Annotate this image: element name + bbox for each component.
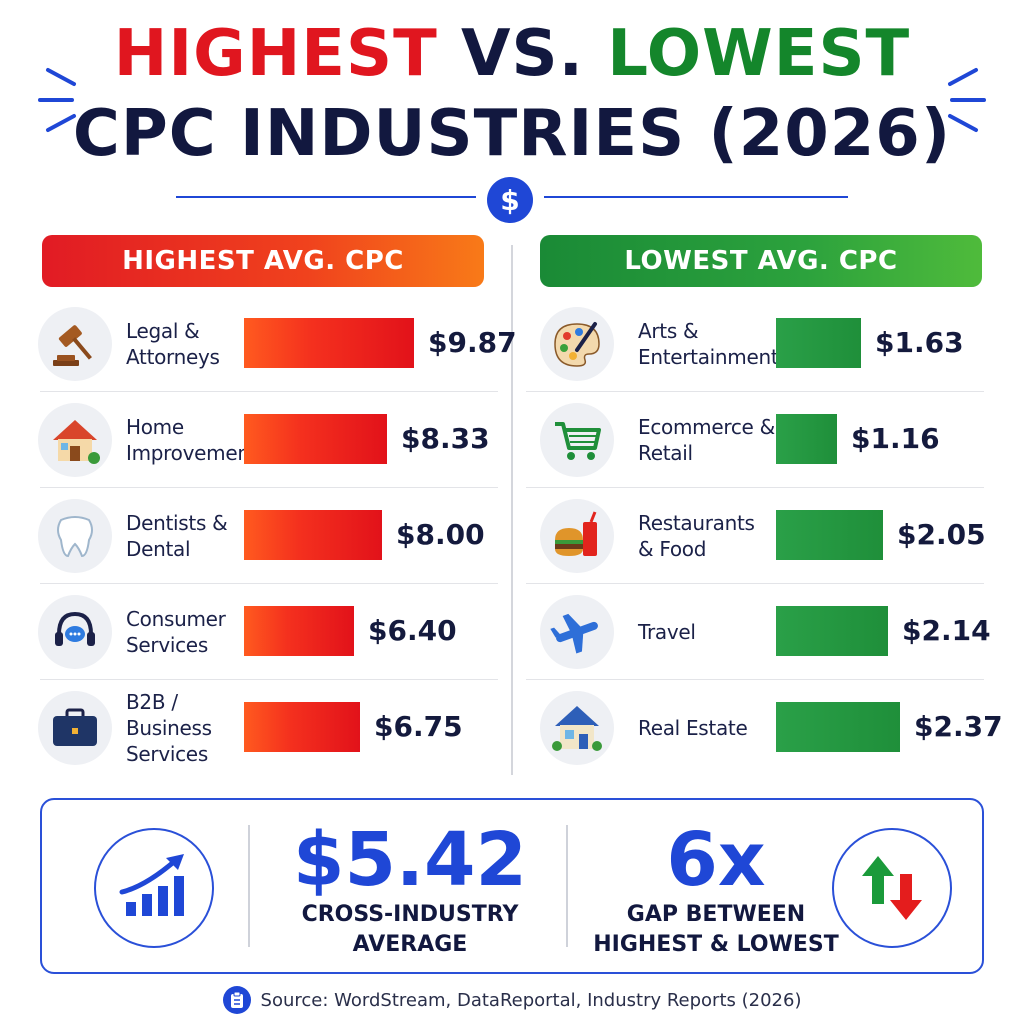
title-line-1: HIGHEST VS. LOWEST [0, 14, 1024, 94]
title-lowest: LOWEST [607, 17, 911, 91]
page-title: HIGHEST VS. LOWEST CPC INDUSTRIES (2026) [0, 14, 1024, 174]
title-line-2: CPC INDUSTRIES (2026) [72, 97, 952, 171]
burger-drink-icon [540, 499, 614, 573]
lowest-category-label: Restaurants & Food [638, 511, 755, 561]
highest-row-separator [40, 391, 498, 392]
highest-cpc-value-label: $6.75 [374, 710, 463, 743]
summary-divider-2 [566, 825, 568, 947]
highest-cpc-value-label: $8.00 [396, 518, 485, 551]
lowest-row-separator [526, 391, 984, 392]
shopping-cart-icon [540, 403, 614, 477]
lowest-cpc-bar [776, 414, 837, 464]
highest-category-label: B2B / Business Services [126, 690, 212, 766]
lowest-cpc-bar [776, 510, 883, 560]
lowest-cpc-value-label: $2.37 [914, 710, 1003, 743]
highest-row-separator [40, 583, 498, 584]
lowest-row-separator [526, 487, 984, 488]
highest-cpc-bar [244, 318, 414, 368]
average-cpc-label: CROSS-INDUSTRY AVERAGE [301, 902, 519, 957]
lowest-cpc-value-label: $1.16 [851, 422, 940, 455]
lowest-cpc-bar [776, 606, 888, 656]
lowest-cpc-value-label: $2.14 [902, 614, 991, 647]
lowest-cpc-value-label: $1.63 [875, 326, 964, 359]
lowest-cpc-bar [776, 702, 900, 752]
title-divider-right [544, 196, 848, 198]
lowest-row-separator [526, 679, 984, 680]
gap-value: 6x [666, 817, 766, 903]
lowest-category-label: Arts & Entertainment [638, 319, 779, 369]
left-spark-icon [38, 68, 76, 132]
highest-cpc-value-label: $6.40 [368, 614, 457, 647]
highest-category-label: Consumer Services [126, 607, 226, 657]
highest-cpc-value-label: $8.33 [401, 422, 490, 455]
title-divider-left [176, 196, 476, 198]
highest-cpc-bar [244, 702, 360, 752]
lowest-cpc-bar [776, 318, 861, 368]
palette-icon [540, 307, 614, 381]
source-line: Source: WordStream, DataReportal, Indust… [0, 986, 1024, 1014]
highest-category-label: Dentists & Dental [126, 511, 228, 561]
highest-cpc-bar [244, 606, 354, 656]
lowest-cpc-value-label: $2.05 [897, 518, 986, 551]
right-spark-icon [948, 68, 986, 132]
dollar-icon: $ [487, 177, 533, 223]
gavel-icon [38, 307, 112, 381]
briefcase-icon [38, 691, 112, 765]
highest-category-label: Home Improvement [126, 415, 258, 465]
clipboard-icon [222, 986, 251, 1014]
highest-cpc-bar [244, 510, 382, 560]
gap-label: GAP BETWEEN HIGHEST & LOWEST [593, 902, 839, 957]
real-estate-house-icon [540, 691, 614, 765]
average-cpc-value: $5.42 [292, 817, 528, 903]
highest-category-label: Legal & Attorneys [126, 319, 220, 369]
title-vs: VS. [437, 17, 608, 91]
highest-panel-header: HIGHEST AVG. CPC [42, 235, 484, 287]
lowest-category-label: Ecommerce & Retail [638, 415, 775, 465]
title-highest: HIGHEST [113, 17, 438, 91]
airplane-icon [540, 595, 614, 669]
lowest-panel-header: LOWEST AVG. CPC [540, 235, 982, 287]
highest-cpc-bar [244, 414, 387, 464]
panel-divider [511, 245, 513, 775]
highest-row-separator [40, 487, 498, 488]
growth-chart-icon [94, 828, 214, 948]
summary-divider-1 [248, 825, 250, 947]
up-down-arrows-icon [832, 828, 952, 948]
highest-cpc-value-label: $9.87 [428, 326, 517, 359]
lowest-category-label: Real Estate [638, 716, 748, 740]
house-icon [38, 403, 112, 477]
lowest-category-label: Travel [638, 620, 696, 644]
source-text: Source: WordStream, DataReportal, Indust… [260, 989, 802, 1011]
highest-row-separator [40, 679, 498, 680]
summary-box [40, 798, 984, 974]
headset-icon [38, 595, 112, 669]
lowest-row-separator [526, 583, 984, 584]
tooth-icon [38, 499, 112, 573]
